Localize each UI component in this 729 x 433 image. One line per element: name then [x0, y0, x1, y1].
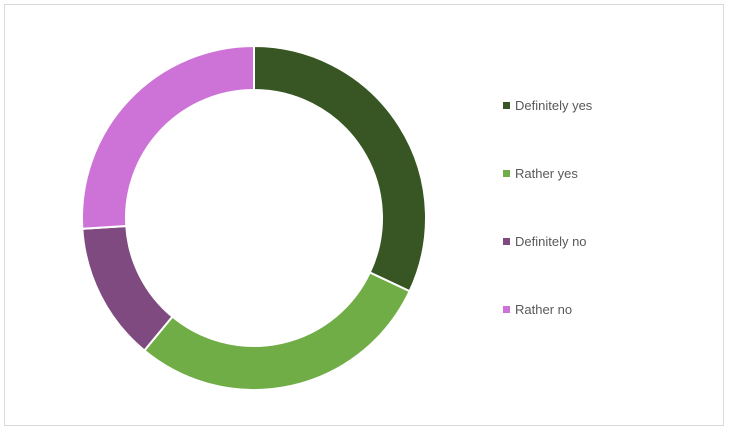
chart-area: Definitely yes Rather yes Definitely no …: [4, 4, 724, 426]
donut-slice-rather-yes: [142, 271, 411, 391]
legend-label-definitely-yes: Definitely yes: [515, 98, 593, 113]
legend-item-rather-yes: Rather yes: [503, 165, 592, 233]
legend-swatch-rather-no: [503, 306, 510, 313]
legend-item-definitely-yes: Definitely yes: [503, 97, 592, 165]
legend-label-definitely-no: Definitely no: [515, 234, 587, 249]
legend-item-definitely-no: Definitely no: [503, 233, 592, 301]
donut-slice-rather-no: [81, 44, 255, 230]
legend-label-rather-yes: Rather yes: [515, 166, 578, 181]
legend: Definitely yes Rather yes Definitely no …: [503, 97, 592, 369]
legend-item-rather-no: Rather no: [503, 301, 592, 369]
donut-slice-definitely-yes: [253, 44, 427, 293]
donut-chart: [81, 44, 427, 391]
legend-swatch-definitely-yes: [503, 102, 510, 109]
donut-slice-definitely-no: [81, 224, 174, 352]
legend-label-rather-no: Rather no: [515, 302, 573, 317]
legend-swatch-rather-yes: [503, 170, 510, 177]
legend-swatch-definitely-no: [503, 238, 510, 245]
